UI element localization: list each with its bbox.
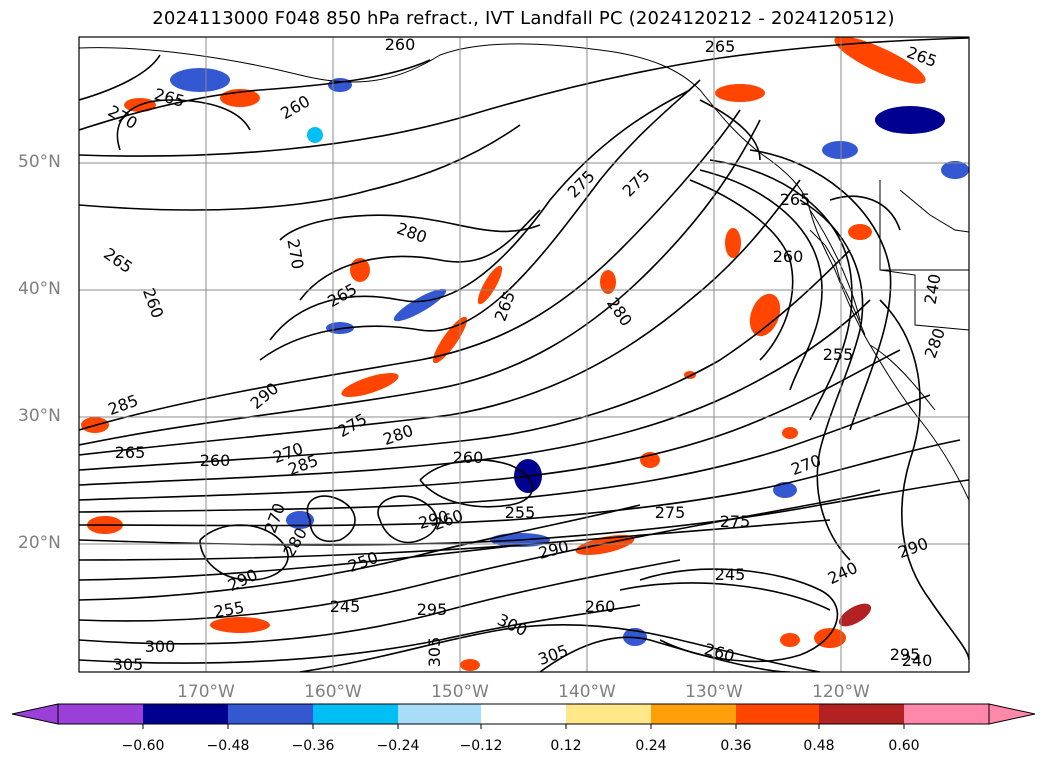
colorbar-tick-label: −0.48 (206, 738, 250, 754)
colorbar-segment (736, 704, 819, 724)
lon-label-170w: 170°W (177, 682, 235, 702)
contour-label: 265 (705, 37, 736, 56)
colorbar-segment (398, 704, 481, 724)
colorbar-segment (58, 704, 143, 724)
lon-label-140w: 140°W (558, 682, 616, 702)
colorbar-segment (228, 704, 313, 724)
contour-label: 305 (425, 637, 444, 668)
colorbar-tick-label: −0.60 (121, 738, 165, 754)
map-title: 2024113000 F048 850 hPa refract., IVT La… (152, 8, 895, 29)
colorbar-tick-label: −0.36 (291, 738, 335, 754)
graticule (79, 37, 969, 672)
lat-label-30n: 30°N (18, 406, 61, 426)
colorbar-tick-label: 0.36 (720, 738, 752, 754)
lon-label-160w: 160°W (304, 682, 362, 702)
colorbar-min-extension (11, 703, 59, 725)
contour-label: 240 (902, 651, 933, 670)
contour-label: 260 (385, 35, 416, 54)
colorbar-segment (481, 704, 566, 724)
colorbar-tick-label: −0.24 (376, 738, 420, 754)
colorbar-segment (651, 704, 736, 724)
contour-label: 300 (145, 637, 176, 656)
refractivity-contours (79, 37, 969, 672)
colorbar (11, 703, 1036, 729)
colorbar-tick-label: 0.48 (803, 738, 835, 754)
contour-label: 265 (115, 443, 146, 462)
colorbar-tick-label: 0.60 (888, 738, 920, 754)
lon-label-150w: 150°W (431, 682, 489, 702)
colorbar-segment (313, 704, 398, 724)
colorbar-segment (819, 704, 904, 724)
contour-label: 260 (585, 597, 616, 616)
contour-label: 255 (823, 345, 854, 364)
contour-label: 245 (330, 597, 361, 616)
contour-label: 295 (890, 645, 921, 664)
colorbar-tick-label: −0.12 (459, 738, 503, 754)
contour-label: 260 (773, 247, 804, 266)
contour-label: 265 (780, 190, 811, 209)
contour-label: 255 (505, 503, 536, 522)
map-frame (78, 36, 970, 673)
contour-label: 305 (113, 655, 144, 674)
lat-label-40n: 40°N (18, 279, 61, 299)
contour-label: 245 (715, 565, 746, 584)
lon-label-120w: 120°W (812, 682, 870, 702)
colorbar-ticks (142, 724, 905, 729)
colorbar-outline (57, 703, 990, 725)
contour-label: 275 (720, 512, 751, 531)
colorbar-segment (566, 704, 651, 724)
contour-label: 260 (200, 451, 231, 470)
colorbar-tick-label: 0.12 (550, 738, 582, 754)
contour-label: 295 (417, 600, 448, 619)
colorbar-segment (904, 704, 989, 724)
lat-label-50n: 50°N (18, 152, 61, 172)
lon-label-130w: 130°W (685, 682, 743, 702)
map-panel (79, 37, 969, 672)
lat-label-20n: 20°N (18, 533, 61, 553)
contour-label: 275 (655, 503, 686, 522)
colorbar-segment (143, 704, 228, 724)
contour-label: 260 (453, 448, 484, 467)
coastlines (79, 43, 969, 501)
colorbar-max-extension (988, 703, 1036, 725)
colorbar-tick-label: 0.24 (635, 738, 667, 754)
